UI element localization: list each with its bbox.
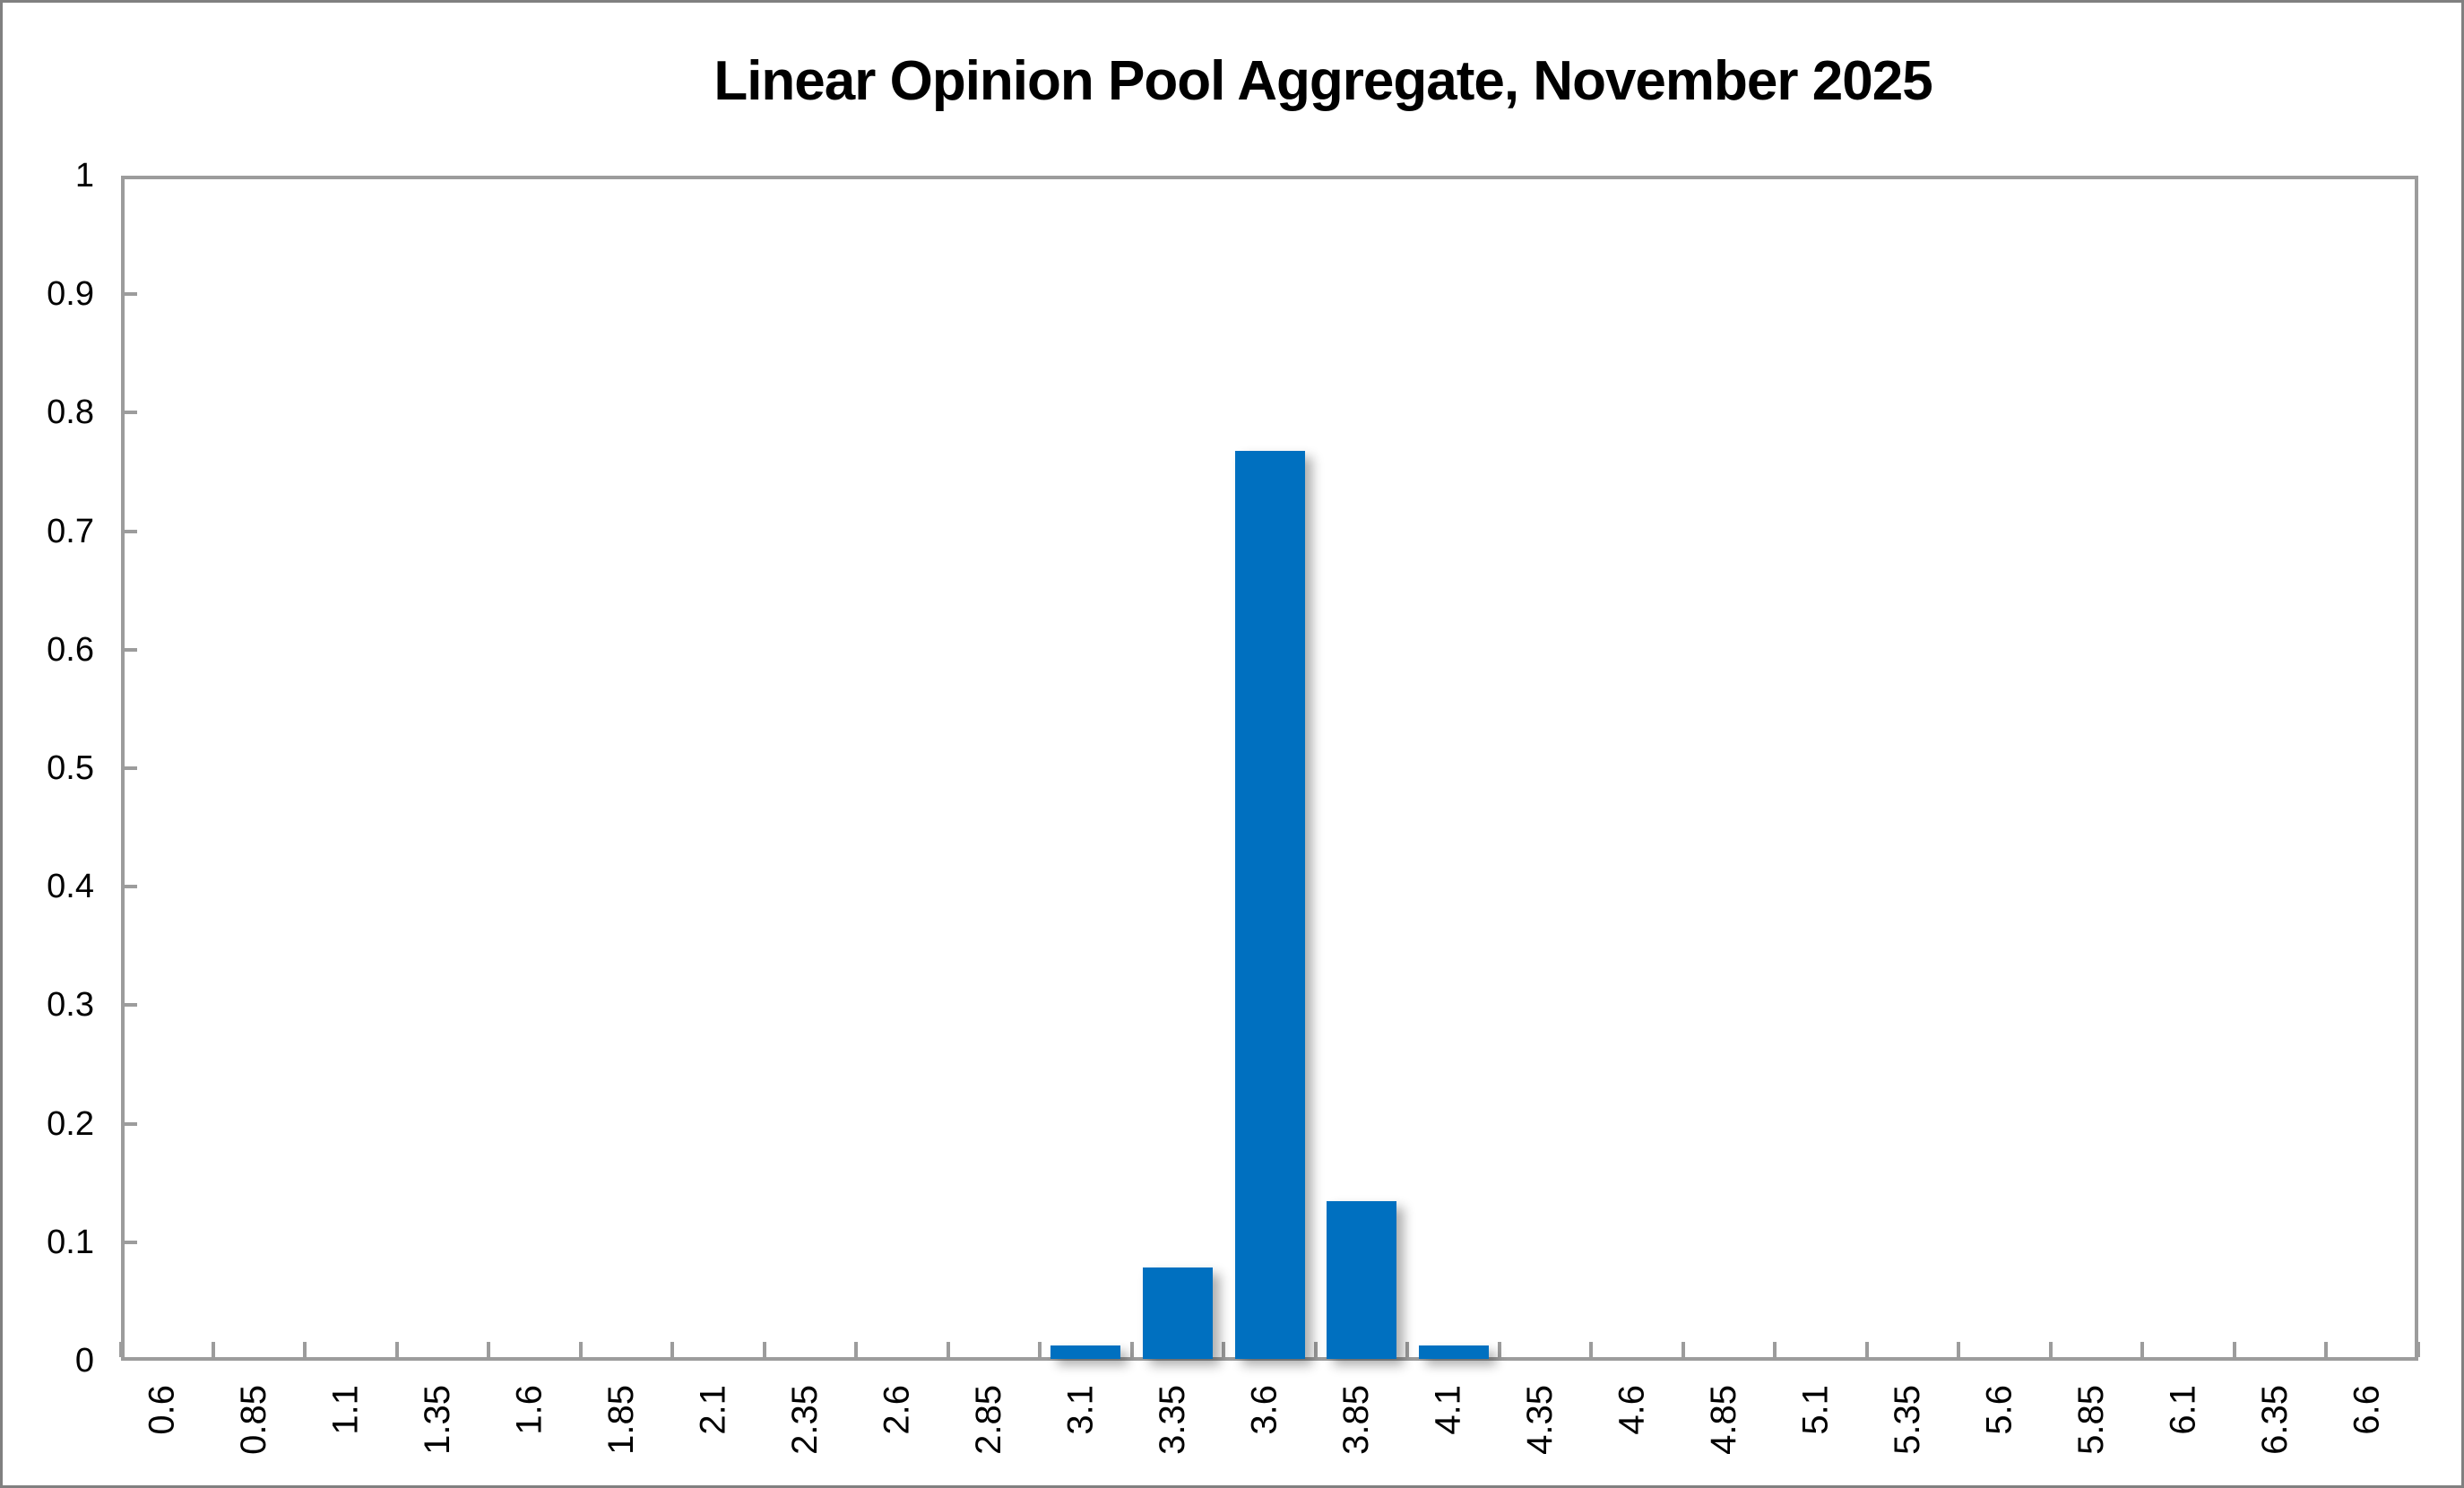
x-axis-tick — [1313, 1342, 1318, 1357]
x-axis-tick — [1405, 1342, 1410, 1357]
x-axis-tick — [1681, 1342, 1685, 1357]
x-axis-tick-label: 3.6 — [1244, 1385, 1284, 1435]
bar — [1234, 451, 1305, 1359]
y-axis-tick-label: 1 — [74, 157, 94, 195]
x-axis-tick-label: 1.85 — [601, 1385, 641, 1455]
x-axis-tick-label: 4.35 — [1520, 1385, 1561, 1455]
x-axis-tick — [487, 1342, 491, 1357]
y-axis-tick — [121, 292, 137, 297]
x-axis-tick — [2140, 1342, 2145, 1357]
x-axis-tick — [1589, 1342, 1594, 1357]
y-axis-tick — [121, 529, 137, 533]
y-axis-tick-label: 0.2 — [47, 1104, 94, 1143]
x-axis-tick-label: 1.1 — [325, 1385, 366, 1435]
x-axis-tick — [1222, 1342, 1226, 1357]
y-axis-tick — [121, 766, 137, 770]
y-axis-tick-label: 0.5 — [47, 749, 94, 787]
x-axis-tick — [1129, 1342, 1134, 1357]
x-axis-tick-label: 2.1 — [693, 1385, 733, 1435]
y-axis-tick-label: 0.6 — [47, 630, 94, 669]
bar — [1050, 1345, 1121, 1359]
x-axis-tick — [211, 1342, 215, 1357]
x-axis-tick-label: 3.35 — [1152, 1385, 1192, 1455]
x-axis-tick — [394, 1342, 399, 1357]
x-axis-tick-label: 5.35 — [1888, 1385, 1928, 1455]
x-axis-tick — [854, 1342, 859, 1357]
x-axis-tick-label: 6.6 — [2347, 1385, 2387, 1435]
x-axis-tick-label: 5.85 — [2071, 1385, 2112, 1455]
y-axis-tick-label: 0.9 — [47, 275, 94, 314]
x-axis-tick-label: 2.35 — [784, 1385, 825, 1455]
bar — [1418, 1345, 1489, 1359]
x-axis-tick-label: 2.6 — [877, 1385, 917, 1435]
x-axis-tick — [670, 1342, 675, 1357]
y-axis-tick-label: 0 — [74, 1342, 94, 1380]
y-axis-tick — [121, 1121, 137, 1126]
x-axis-tick — [1773, 1342, 1777, 1357]
x-axis-tick-label: 1.35 — [417, 1385, 457, 1455]
x-axis-tick — [578, 1342, 583, 1357]
x-axis-tick — [1497, 1342, 1501, 1357]
x-axis-tick-label: 0.85 — [233, 1385, 273, 1455]
chart-title: Linear Opinion Pool Aggregate, November … — [713, 50, 1932, 112]
y-axis-tick-label: 0.7 — [47, 512, 94, 550]
x-axis-tick-label: 1.6 — [509, 1385, 549, 1435]
bar — [1327, 1201, 1397, 1359]
x-axis-tick-label: 5.6 — [1979, 1385, 2019, 1435]
x-axis-tick — [2048, 1342, 2053, 1357]
x-axis-tick-label: 6.35 — [2255, 1385, 2295, 1455]
x-axis-tick — [2232, 1342, 2236, 1357]
y-axis-tick-label: 0.3 — [47, 986, 94, 1025]
bar — [1142, 1267, 1213, 1359]
x-axis-tick-label: 0.6 — [142, 1385, 182, 1435]
y-axis-tick — [121, 411, 137, 415]
x-axis-tick — [1957, 1342, 1961, 1357]
y-axis-tick-label: 0.8 — [47, 394, 94, 432]
x-axis-tick — [1864, 1342, 1869, 1357]
y-axis-tick-label: 0.1 — [47, 1223, 94, 1261]
x-axis-tick-label: 3.1 — [1060, 1385, 1101, 1435]
y-axis-tick — [121, 647, 137, 652]
y-axis-tick — [121, 1240, 137, 1244]
x-axis-tick-label: 4.1 — [1428, 1385, 1468, 1435]
x-axis-tick-label: 4.6 — [1612, 1385, 1652, 1435]
y-axis-tick — [121, 885, 137, 889]
x-axis-tick-label: 2.85 — [968, 1385, 1008, 1455]
x-axis-tick — [762, 1342, 766, 1357]
y-axis-tick — [121, 1003, 137, 1008]
x-axis-tick — [2324, 1342, 2329, 1357]
x-axis-tick-label: 5.1 — [1795, 1385, 1836, 1435]
x-axis-tick — [946, 1342, 950, 1357]
x-axis-tick — [1038, 1342, 1042, 1357]
y-axis-tick-label: 0.4 — [47, 868, 94, 906]
x-axis-tick — [303, 1342, 307, 1357]
x-axis-tick-label: 4.85 — [1704, 1385, 1744, 1455]
x-axis-tick — [2416, 1342, 2420, 1357]
x-axis-tick — [119, 1342, 123, 1357]
x-axis-tick-label: 3.85 — [1336, 1385, 1377, 1455]
x-axis-tick-label: 6.1 — [2163, 1385, 2203, 1435]
